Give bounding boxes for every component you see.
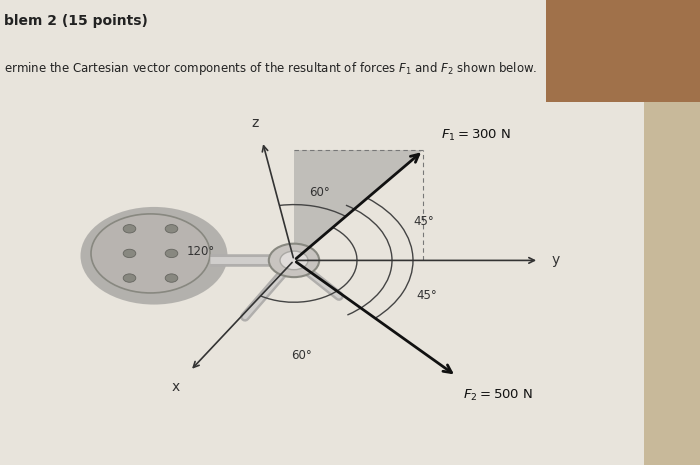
Text: $F_2 = 500$ N: $F_2 = 500$ N <box>463 388 533 403</box>
FancyBboxPatch shape <box>0 0 644 465</box>
Text: x: x <box>172 380 180 394</box>
Text: y: y <box>552 253 560 267</box>
Circle shape <box>80 207 228 305</box>
Polygon shape <box>294 151 424 260</box>
Text: $F_1 = 300$ N: $F_1 = 300$ N <box>441 128 511 144</box>
Circle shape <box>165 249 178 258</box>
Circle shape <box>165 274 178 282</box>
Circle shape <box>123 225 136 233</box>
Text: 120°: 120° <box>186 245 215 258</box>
Text: 45°: 45° <box>414 215 434 228</box>
Circle shape <box>269 244 319 277</box>
Text: blem 2 (15 points): blem 2 (15 points) <box>4 14 148 28</box>
Text: 45°: 45° <box>416 289 437 302</box>
Text: ermine the Cartesian vector components of the resultant of forces $F_1$ and $F_2: ermine the Cartesian vector components o… <box>4 60 537 78</box>
Text: z: z <box>252 116 259 130</box>
Text: 60°: 60° <box>290 349 312 362</box>
Circle shape <box>123 274 136 282</box>
Circle shape <box>91 214 210 293</box>
Circle shape <box>280 251 308 270</box>
Circle shape <box>165 225 178 233</box>
Circle shape <box>123 249 136 258</box>
FancyBboxPatch shape <box>546 0 700 102</box>
Text: 60°: 60° <box>309 186 330 199</box>
